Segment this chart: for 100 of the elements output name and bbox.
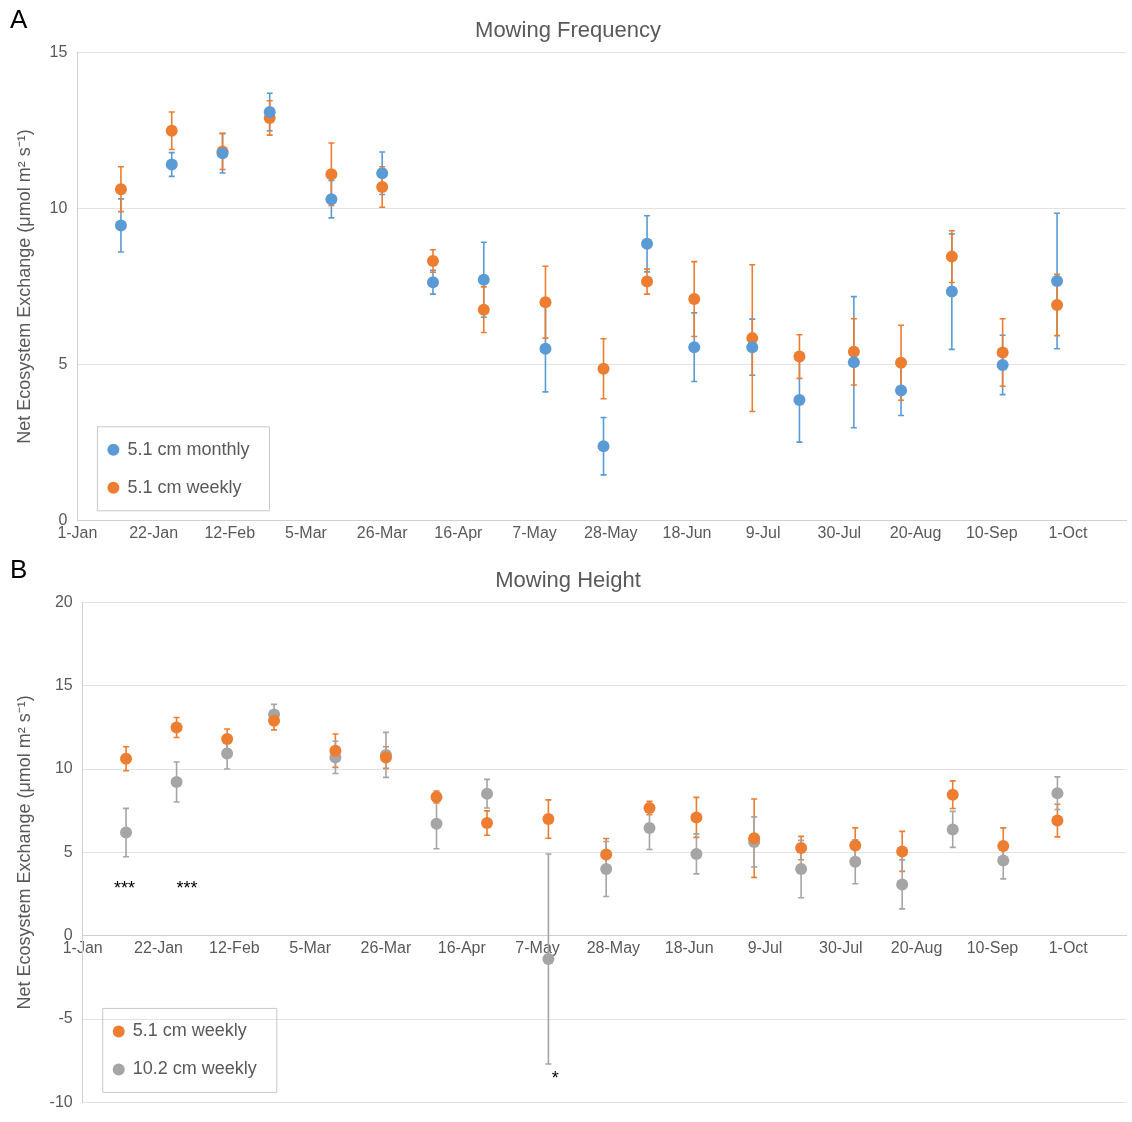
x-tick-label: 26-Mar bbox=[356, 523, 409, 541]
point bbox=[793, 393, 806, 406]
x-tick-label: 26-Mar bbox=[360, 938, 412, 956]
chart-title: Mowing Frequency bbox=[475, 17, 661, 43]
x-tick-label: 10-Sep bbox=[965, 523, 1018, 541]
legend-label: 5.1 cm weekly bbox=[132, 1020, 247, 1041]
x-tick-label: 12-Feb bbox=[204, 523, 256, 541]
point bbox=[847, 345, 860, 358]
point bbox=[945, 285, 958, 298]
point bbox=[325, 168, 338, 181]
y-tick-label: -5 bbox=[58, 1009, 73, 1027]
annotation: * bbox=[551, 1067, 559, 1088]
x-tick-label: 18-Jun bbox=[662, 523, 712, 541]
point bbox=[849, 855, 862, 868]
point bbox=[539, 342, 552, 355]
point bbox=[597, 440, 610, 453]
point bbox=[795, 842, 808, 855]
point bbox=[329, 744, 342, 757]
point bbox=[597, 362, 610, 375]
x-tick-label: 1-Oct bbox=[1048, 523, 1089, 541]
point bbox=[847, 356, 860, 369]
point bbox=[996, 346, 1009, 359]
point bbox=[997, 839, 1010, 852]
x-tick-label: 7-May bbox=[512, 523, 557, 541]
point bbox=[997, 854, 1010, 867]
point bbox=[896, 845, 909, 858]
point bbox=[165, 124, 178, 137]
x-tick-label: 10-Sep bbox=[966, 938, 1019, 956]
chart-title: Mowing Height bbox=[495, 567, 641, 593]
legend-label: 5.1 cm monthly bbox=[127, 438, 250, 459]
point bbox=[430, 817, 443, 830]
point bbox=[481, 787, 494, 800]
x-tick-label: 7-May bbox=[515, 938, 560, 956]
point bbox=[746, 341, 759, 354]
x-tick-label: 16-Apr bbox=[434, 523, 484, 541]
y-tick-label: 10 bbox=[49, 198, 68, 216]
point bbox=[376, 167, 389, 180]
point bbox=[849, 839, 862, 852]
y-tick-label: -10 bbox=[49, 1092, 73, 1110]
x-tick-label: 9-Jul bbox=[747, 938, 783, 956]
y-axis-title: Net Ecosystem Exchange (μmol m² s⁻¹) bbox=[13, 129, 34, 444]
point bbox=[114, 183, 127, 196]
legend-label: 5.1 cm weekly bbox=[127, 476, 242, 497]
point bbox=[690, 811, 703, 824]
point bbox=[600, 848, 613, 861]
annotation: *** bbox=[113, 877, 135, 898]
y-tick-label: 10 bbox=[54, 759, 73, 777]
point bbox=[600, 863, 613, 876]
point bbox=[688, 293, 701, 306]
y-tick-label: 5 bbox=[58, 355, 68, 373]
point bbox=[1051, 274, 1064, 287]
point bbox=[426, 276, 439, 289]
point bbox=[376, 180, 389, 193]
x-tick-label: 20-Aug bbox=[889, 523, 942, 541]
point bbox=[1051, 814, 1064, 827]
x-tick-label: 18-Jun bbox=[664, 938, 714, 956]
point bbox=[481, 817, 494, 830]
point bbox=[539, 296, 552, 309]
point bbox=[896, 878, 909, 891]
point bbox=[477, 273, 490, 286]
x-tick-label: 5-Mar bbox=[289, 938, 332, 956]
point bbox=[641, 237, 654, 250]
text: A bbox=[10, 4, 28, 35]
x-tick-label: 20-Aug bbox=[890, 938, 943, 956]
x-tick-label: 1-Oct bbox=[1048, 938, 1089, 956]
point bbox=[641, 275, 654, 288]
y-tick-label: 5 bbox=[63, 842, 73, 860]
x-tick-label: 30-Jul bbox=[819, 938, 863, 956]
point bbox=[793, 350, 806, 363]
x-tick-label: 22-Jan bbox=[134, 938, 183, 956]
annotation: *** bbox=[176, 877, 198, 898]
point bbox=[895, 356, 908, 369]
point bbox=[643, 821, 656, 834]
y-tick-label: 15 bbox=[49, 42, 68, 60]
point bbox=[1051, 299, 1064, 312]
text: B bbox=[10, 554, 28, 585]
x-tick-label: 28-May bbox=[584, 523, 638, 541]
point bbox=[945, 250, 958, 263]
x-tick-label: 9-Jul bbox=[745, 523, 781, 541]
point bbox=[996, 358, 1009, 371]
point bbox=[946, 823, 959, 836]
point bbox=[426, 254, 439, 267]
y-tick-label: 20 bbox=[54, 592, 73, 610]
x-tick-label: 12-Feb bbox=[208, 938, 260, 956]
point bbox=[690, 847, 703, 860]
x-tick-label: 5-Mar bbox=[285, 523, 328, 541]
point bbox=[477, 303, 490, 316]
y-tick-label: 15 bbox=[54, 676, 73, 694]
point bbox=[114, 219, 127, 232]
point bbox=[542, 813, 555, 826]
point bbox=[946, 788, 959, 801]
legend-label: 10.2 cm weekly bbox=[132, 1058, 257, 1079]
point bbox=[895, 384, 908, 397]
point bbox=[1051, 787, 1064, 800]
point bbox=[165, 158, 178, 171]
x-tick-label: 22-Jan bbox=[129, 523, 179, 541]
x-tick-label: 16-Apr bbox=[437, 938, 487, 956]
point bbox=[795, 863, 808, 876]
point bbox=[688, 341, 701, 354]
point bbox=[325, 193, 338, 206]
